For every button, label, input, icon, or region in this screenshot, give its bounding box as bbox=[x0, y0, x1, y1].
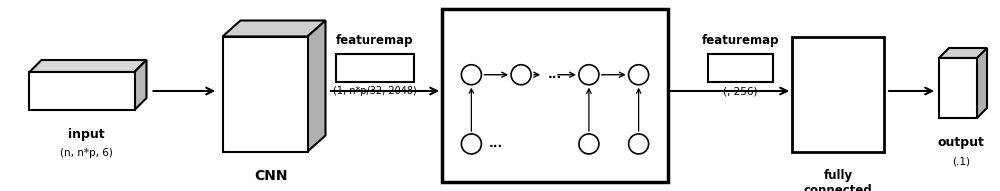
Circle shape bbox=[461, 134, 481, 154]
Text: CNN: CNN bbox=[254, 169, 288, 184]
Text: (, 256): (, 256) bbox=[723, 86, 757, 96]
Text: ...: ... bbox=[548, 68, 562, 81]
Polygon shape bbox=[939, 58, 977, 118]
Polygon shape bbox=[222, 20, 326, 36]
Text: (1, n*p/32, 2048): (1, n*p/32, 2048) bbox=[333, 86, 417, 96]
Text: ...: ... bbox=[489, 138, 503, 151]
Polygon shape bbox=[29, 60, 146, 72]
Polygon shape bbox=[308, 20, 326, 151]
Polygon shape bbox=[977, 48, 987, 118]
Bar bbox=[792, 36, 884, 151]
Circle shape bbox=[511, 65, 531, 85]
Circle shape bbox=[461, 65, 481, 85]
Circle shape bbox=[629, 134, 649, 154]
Text: fully
connected
layer: fully connected layer bbox=[804, 169, 872, 191]
Circle shape bbox=[579, 65, 599, 85]
Text: (n, n*p, 6): (n, n*p, 6) bbox=[60, 148, 112, 158]
Text: (.1): (.1) bbox=[952, 156, 970, 166]
Text: featuremap: featuremap bbox=[336, 34, 414, 47]
Polygon shape bbox=[134, 60, 146, 110]
Text: featuremap: featuremap bbox=[701, 34, 779, 47]
Polygon shape bbox=[29, 72, 134, 110]
Polygon shape bbox=[939, 48, 987, 58]
Polygon shape bbox=[222, 36, 308, 151]
Bar bbox=[442, 9, 668, 182]
Circle shape bbox=[579, 134, 599, 154]
Bar bbox=[708, 54, 772, 82]
Bar bbox=[336, 54, 414, 82]
Text: output: output bbox=[938, 136, 984, 149]
Text: input: input bbox=[68, 128, 104, 141]
Circle shape bbox=[629, 65, 649, 85]
